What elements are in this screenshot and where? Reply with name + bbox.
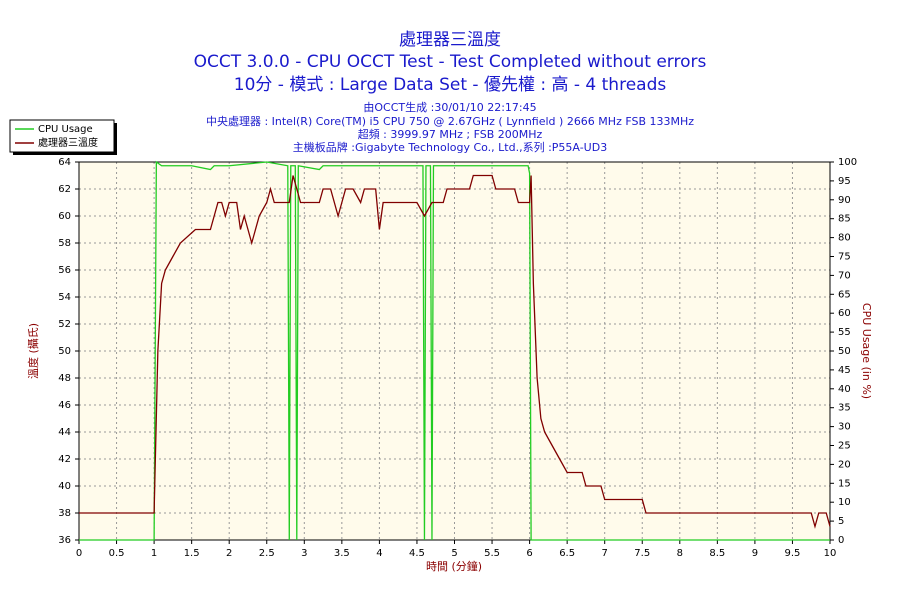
y2-tick-label: 95 (838, 176, 851, 187)
y2-tick-label: 60 (838, 308, 851, 319)
y-tick-label: 62 (58, 184, 71, 195)
subtitle: 由OCCT生成 :30/01/10 22:17:45 (363, 100, 536, 114)
y2-tick-label: 35 (838, 403, 851, 414)
y2-tick-label: 30 (838, 422, 851, 433)
y-axis-label: 溫度 (攝氏) (26, 323, 40, 379)
x-tick-label: 6 (526, 548, 532, 559)
y2-tick-label: 75 (838, 252, 851, 263)
x-tick-label: 10 (824, 548, 837, 559)
legend-label: 處理器三溫度 (38, 136, 98, 149)
y2-tick-label: 15 (838, 478, 851, 489)
subtitle: 主機板品牌 :Gigabyte Technology Co., Ltd.,系列 … (293, 140, 607, 154)
y2-tick-label: 25 (838, 441, 851, 452)
x-tick-label: 7 (602, 548, 608, 559)
y2-tick-label: 80 (838, 233, 851, 244)
y2-tick-label: 85 (838, 214, 851, 225)
x-tick-label: 3 (301, 548, 307, 559)
y2-tick-label: 40 (838, 384, 851, 395)
y-tick-label: 42 (58, 454, 71, 465)
chart-title: 處理器三溫度 (399, 30, 501, 50)
x-tick-label: 7.5 (634, 548, 650, 559)
y2-axis-label: CPU Usage (in %) (860, 303, 873, 399)
y-tick-label: 60 (58, 211, 71, 222)
y2-tick-label: 0 (838, 535, 844, 546)
x-tick-label: 2 (226, 548, 232, 559)
y2-tick-label: 45 (838, 365, 851, 376)
y-tick-label: 56 (58, 265, 71, 276)
title-line: OCCT 3.0.0 - CPU OCCT Test - Test Comple… (194, 52, 707, 72)
x-tick-label: 6.5 (559, 548, 575, 559)
y-tick-label: 52 (58, 319, 71, 330)
x-tick-label: 8 (677, 548, 683, 559)
y-tick-label: 48 (58, 373, 71, 384)
plot-frame (78, 161, 831, 541)
legend-label: CPU Usage (38, 124, 93, 135)
y2-tick-label: 50 (838, 346, 851, 357)
y2-tick-label: 10 (838, 497, 851, 508)
y-tick-label: 64 (58, 157, 71, 168)
x-tick-label: 4.5 (409, 548, 425, 559)
subtitle: 中央處理器 : Intel(R) Core(TM) i5 CPU 750 @ 2… (206, 114, 694, 128)
y2-tick-label: 5 (838, 516, 844, 527)
x-tick-label: 5 (451, 548, 457, 559)
x-tick-label: 2.5 (259, 548, 275, 559)
x-tick-label: 1 (151, 548, 157, 559)
y-tick-label: 50 (58, 346, 71, 357)
title-line: 10分 - 模式 : Large Data Set - 優先權 : 高 - 4 … (234, 75, 667, 95)
subtitle: 超頻 : 3999.97 MHz ; FSB 200MHz (358, 127, 543, 141)
x-tick-label: 3.5 (334, 548, 350, 559)
x-tick-label: 1.5 (184, 548, 200, 559)
y2-tick-label: 100 (838, 157, 857, 168)
y-tick-label: 40 (58, 481, 71, 492)
legend-box (9, 119, 115, 153)
x-tick-label: 5.5 (484, 548, 500, 559)
x-tick-label: 9.5 (784, 548, 800, 559)
y-tick-label: 44 (58, 427, 71, 438)
y-tick-label: 36 (58, 535, 71, 546)
y2-tick-label: 90 (838, 195, 851, 206)
y-tick-label: 46 (58, 400, 71, 411)
x-tick-label: 4 (376, 548, 382, 559)
y2-tick-label: 20 (838, 459, 851, 470)
y-tick-label: 38 (58, 508, 71, 519)
y2-tick-label: 70 (838, 270, 851, 281)
y2-tick-label: 55 (838, 327, 851, 338)
y-tick-label: 58 (58, 238, 71, 249)
x-tick-label: 0 (76, 548, 82, 559)
x-tick-label: 0.5 (109, 548, 125, 559)
x-tick-label: 9 (752, 548, 758, 559)
line-series (79, 160, 830, 541)
x-axis-label: 時間 (分鐘) (426, 559, 482, 573)
y2-tick-label: 65 (838, 289, 851, 300)
y-tick-label: 54 (58, 292, 71, 303)
line-series (79, 174, 831, 529)
x-tick-label: 8.5 (709, 548, 725, 559)
